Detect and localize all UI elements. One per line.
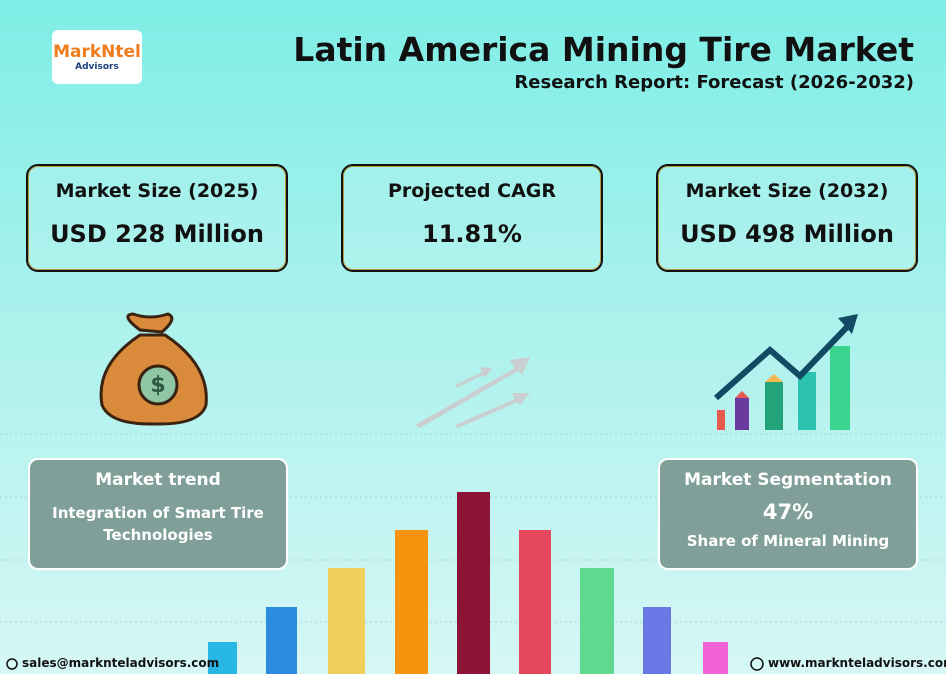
stat-label: Projected CAGR [387, 180, 557, 202]
logo: MarkNtel Advisors [52, 30, 142, 84]
website[interactable]: www.marknteladvisors.com [768, 656, 946, 670]
logo-name: MarkNtel [53, 42, 141, 62]
trend-card: Market trend Integration of Smart Tire T… [28, 458, 288, 570]
stat-value: USD 498 Million [680, 220, 894, 248]
stat-box: Projected CAGR 11.81% [341, 164, 603, 272]
stat-box: Market Size (2032) USD 498 Million [656, 164, 918, 272]
segmentation-text: Share of Mineral Mining [686, 532, 890, 550]
svg-text:$: $ [150, 373, 165, 398]
stat-label: Market Size (2032) [685, 180, 889, 202]
stat-value: USD 228 Million [50, 220, 264, 248]
trend-text: Integration of Smart Tire Technologies [52, 504, 264, 544]
trend-title: Market trend [95, 470, 221, 490]
stat-value: 11.81% [422, 220, 522, 248]
email[interactable]: sales@marknteladvisors.com [22, 656, 220, 670]
subtitle: Research Report: Forecast (2026-2032) [514, 72, 914, 93]
title: Latin America Mining Tire Market [293, 30, 914, 69]
logo-tagline: Advisors [75, 62, 119, 72]
segmentation-title: Market Segmentation [684, 470, 892, 490]
stat-label: Market Size (2025) [55, 180, 259, 202]
segmentation-card: Market Segmentation 47% Share of Mineral… [658, 458, 918, 570]
growth-chart [714, 314, 858, 430]
money-bag: $ [99, 312, 208, 426]
segmentation-value: 47% [762, 500, 814, 524]
arrows [415, 357, 530, 428]
stat-box: Market Size (2025) USD 228 Million [26, 164, 288, 272]
